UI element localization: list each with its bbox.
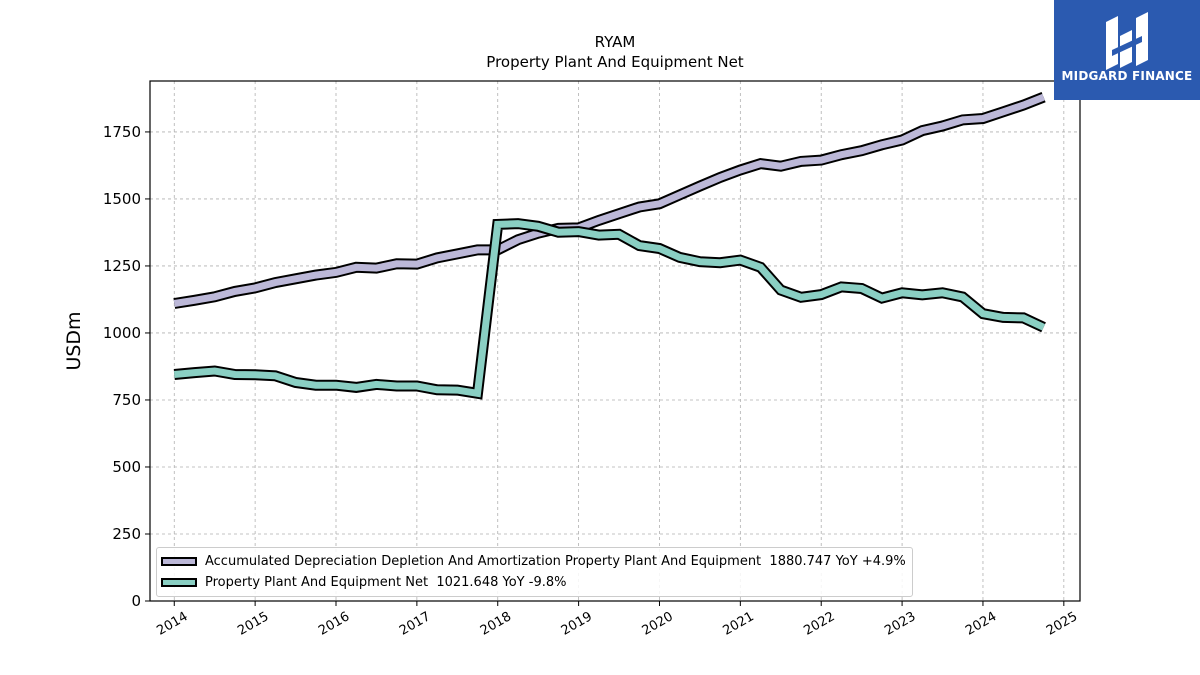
x-tick-label: 2015 bbox=[235, 609, 271, 639]
legend-label: Accumulated Depreciation Depletion And A… bbox=[205, 554, 762, 569]
logo-text: MIDGARD FINANCE bbox=[1061, 69, 1193, 83]
chart-subtitle: Property Plant And Equipment Net bbox=[486, 53, 744, 71]
x-tick-label: 2018 bbox=[478, 609, 514, 639]
x-tick-label: 2017 bbox=[397, 609, 433, 639]
series-line-ppe-net bbox=[173, 220, 1046, 398]
x-tick-label: 2022 bbox=[801, 609, 837, 639]
y-tick-label: 500 bbox=[112, 458, 141, 476]
series-line-accumulated-depreciation bbox=[173, 93, 1045, 307]
series-layer bbox=[173, 91, 1046, 400]
x-tick-label: 2025 bbox=[1044, 609, 1080, 639]
y-tick-label: 1500 bbox=[103, 190, 141, 208]
legend-value: 1021.648 YoY -9.8% bbox=[436, 575, 567, 590]
legend-entry-ppe-net: Property Plant And Equipment Net 1021.64… bbox=[161, 572, 906, 593]
legend: Accumulated Depreciation Depletion And A… bbox=[156, 547, 913, 597]
legend-value: 1880.747 YoY +4.9% bbox=[769, 554, 906, 569]
chart-title: RYAM bbox=[594, 33, 636, 51]
plot-area bbox=[150, 81, 1080, 601]
y-tick-label: 750 bbox=[112, 391, 141, 409]
y-tick-label: 0 bbox=[131, 592, 141, 610]
x-tick-label: 2021 bbox=[721, 609, 757, 639]
legend-swatch-ppe-net bbox=[161, 578, 197, 587]
legend-label: Property Plant And Equipment Net bbox=[205, 575, 429, 590]
legend-entry-accumulated-depreciation: Accumulated Depreciation Depletion And A… bbox=[161, 551, 906, 572]
x-tick-label: 2023 bbox=[882, 609, 918, 639]
x-tick-label: 2020 bbox=[640, 609, 676, 639]
grid bbox=[150, 81, 1080, 602]
logo-mark-icon bbox=[1054, 0, 1200, 100]
y-tick-label: 1000 bbox=[103, 324, 141, 342]
brand-logo: MIDGARD FINANCE bbox=[1054, 0, 1200, 100]
y-tick-label: 250 bbox=[112, 525, 141, 543]
y-axis-label: USDm bbox=[63, 311, 85, 370]
y-tick-label: 1250 bbox=[103, 257, 141, 275]
y-tick-label: 1750 bbox=[103, 123, 141, 141]
x-tick-label: 2014 bbox=[154, 609, 190, 639]
x-tick-label: 2019 bbox=[559, 609, 595, 639]
plot-frame bbox=[149, 80, 1081, 602]
legend-swatch-accumulated-depreciation bbox=[161, 557, 197, 566]
x-tick-label: 2016 bbox=[316, 609, 352, 639]
x-tick-label: 2024 bbox=[963, 609, 999, 639]
y-axis: 0 250 500 750 1000 1250 1500 1750 bbox=[103, 123, 150, 610]
x-axis: 2014 2015 2016 2017 2018 2019 2020 2021 2022 2023… bbox=[154, 601, 1080, 639]
